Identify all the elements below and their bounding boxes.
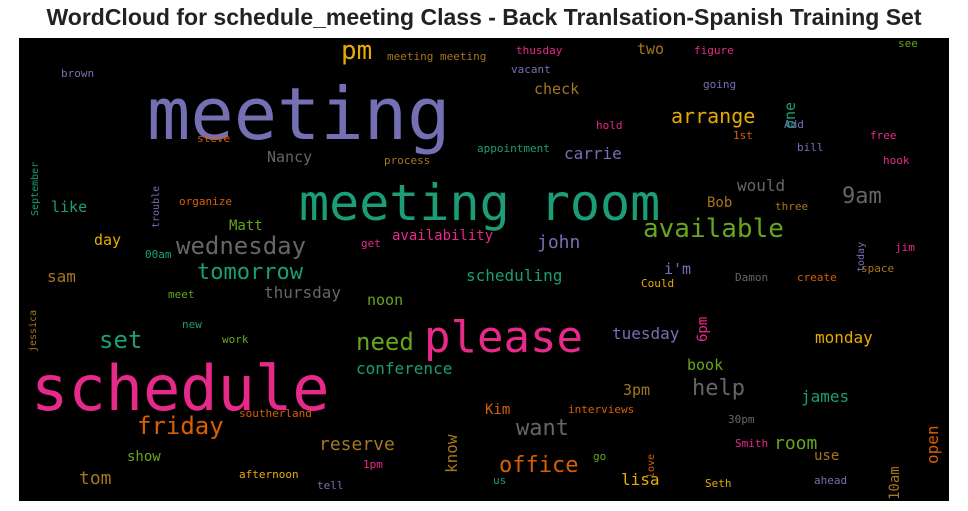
cloud-word: 1pm xyxy=(363,458,383,471)
cloud-word: meeting meeting xyxy=(387,50,487,63)
cloud-word: 3pm xyxy=(623,381,651,399)
cloud-word: reserve xyxy=(319,434,395,455)
cloud-word: 9am xyxy=(842,184,882,209)
cloud-word: trouble xyxy=(151,185,162,228)
cloud-word: steve xyxy=(197,132,231,145)
cloud-word: meeting xyxy=(147,72,451,156)
cloud-word: john xyxy=(537,232,581,253)
cloud-word: two xyxy=(637,40,665,58)
cloud-word: get xyxy=(361,237,381,250)
cloud-word: 1st xyxy=(733,129,753,142)
cloud-word: room xyxy=(774,433,818,454)
cloud-word: brown xyxy=(61,67,95,80)
cloud-word: Add xyxy=(784,118,804,131)
cloud-word: hold xyxy=(596,119,623,132)
cloud-word: help xyxy=(692,376,745,401)
cloud-word: day xyxy=(94,231,122,249)
cloud-word: free xyxy=(870,129,897,142)
cloud-word: monday xyxy=(815,328,873,347)
cloud-word: want xyxy=(516,416,569,441)
cloud-word: show xyxy=(127,449,161,465)
cloud-word: tomorrow xyxy=(197,260,303,285)
cloud-word: office xyxy=(499,453,579,478)
cloud-word: 6pm xyxy=(695,316,711,342)
cloud-word: Smith xyxy=(735,437,769,450)
cloud-word: southerland xyxy=(239,407,312,420)
cloud-word: Could xyxy=(641,277,675,290)
cloud-word: i'm xyxy=(664,260,692,278)
cloud-word: thursday xyxy=(264,283,342,302)
cloud-word: vacant xyxy=(511,63,551,76)
cloud-word: interviews xyxy=(568,403,635,416)
cloud-word: go xyxy=(593,450,607,463)
cloud-word: availability xyxy=(392,228,494,244)
cloud-word: book xyxy=(687,356,724,374)
cloud-word: three xyxy=(775,200,809,213)
cloud-word: scheduling xyxy=(466,266,563,285)
cloud-word: Nancy xyxy=(267,148,313,166)
cloud-word: available xyxy=(643,214,784,244)
cloud-word: appointment xyxy=(477,142,550,155)
cloud-word: would xyxy=(737,176,786,195)
cloud-word: Kim xyxy=(485,402,511,418)
cloud-word: hook xyxy=(883,154,910,167)
cloud-word: love xyxy=(646,453,657,478)
cloud-word: tell xyxy=(317,479,344,492)
cloud-word: schedule xyxy=(31,352,330,425)
cloud-word: arrange xyxy=(671,104,756,128)
cloud-word: thusday xyxy=(516,44,563,57)
cloud-word: process xyxy=(384,154,431,167)
cloud-word: like xyxy=(51,198,88,216)
cloud-word: friday xyxy=(137,412,224,440)
cloud-word: meeting room xyxy=(299,174,661,232)
cloud-word: work xyxy=(222,333,249,346)
cloud-word: organize xyxy=(179,195,232,208)
cloud-word: jessica xyxy=(28,309,39,352)
cloud-word: afternoon xyxy=(239,468,299,481)
cloud-word: 10am xyxy=(887,466,903,500)
cloud-word: new xyxy=(182,318,202,331)
cloud-word: sam xyxy=(47,267,76,286)
cloud-word: set xyxy=(99,326,143,354)
cloud-word: conference xyxy=(356,359,453,378)
cloud-word: pm xyxy=(341,38,373,66)
cloud-word: jim xyxy=(895,241,915,254)
cloud-word: ahead xyxy=(814,474,848,487)
cloud-word: tuesday xyxy=(612,324,680,343)
word-cloud-canvas: meeting meeting room schedule please pm avail… xyxy=(19,38,949,501)
cloud-word: Bob xyxy=(707,195,733,211)
cloud-word: use xyxy=(814,448,840,464)
cloud-word: know xyxy=(442,434,461,473)
cloud-word: see xyxy=(898,38,918,50)
cloud-word: Damon xyxy=(735,271,769,284)
cloud-word: 00am xyxy=(145,248,172,261)
cloud-word: james xyxy=(801,387,850,406)
cloud-word: us xyxy=(493,474,507,487)
cloud-word: please xyxy=(424,312,583,363)
cloud-word: open xyxy=(923,425,942,464)
cloud-word: lisa xyxy=(621,470,660,489)
cloud-word: space xyxy=(861,262,895,275)
cloud-word: Matt xyxy=(229,218,263,234)
cloud-word: Seth xyxy=(705,477,732,490)
cloud-word: need xyxy=(356,328,414,356)
cloud-word: noon xyxy=(367,291,404,309)
chart-title: WordCloud for schedule_meeting Class - B… xyxy=(46,4,922,30)
cloud-word: figure xyxy=(694,44,734,57)
cloud-word: create xyxy=(797,271,837,284)
cloud-word: 30pm xyxy=(728,413,755,426)
cloud-word: today xyxy=(856,241,867,272)
cloud-word: meet xyxy=(168,288,195,301)
cloud-word: going xyxy=(703,78,737,91)
cloud-word: bill xyxy=(797,141,824,154)
cloud-word: wednesday xyxy=(176,232,307,260)
cloud-word: check xyxy=(534,80,580,98)
cloud-word: one xyxy=(781,101,799,129)
cloud-word: carrie xyxy=(564,144,622,163)
cloud-word: tom xyxy=(79,468,112,489)
cloud-word: September xyxy=(30,161,41,216)
